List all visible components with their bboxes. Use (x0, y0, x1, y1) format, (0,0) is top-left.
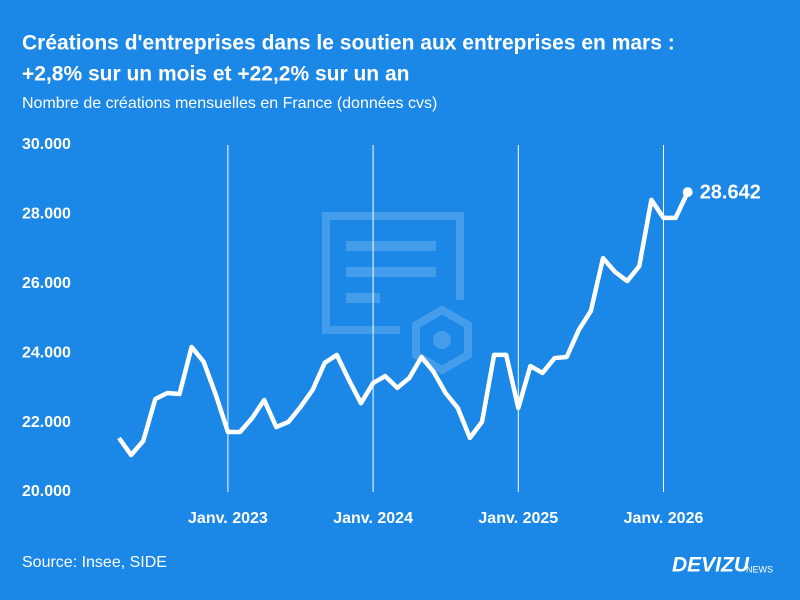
y-tick-label: 28.000 (22, 206, 71, 223)
subtitle: Nombre de créations mensuelles en France… (22, 95, 437, 112)
watermark-icon (322, 212, 472, 375)
x-tick-label: Janv. 2025 (478, 510, 558, 527)
y-tick-label: 22.000 (22, 414, 71, 431)
source: Source: Insee, SIDE (22, 554, 167, 571)
title-line: +2,8% sur un mois et +22,2% sur un an (22, 63, 409, 86)
brand-suffix: NEWS (746, 564, 773, 574)
value-label: 28.642 (700, 181, 761, 203)
y-tick-label: 30.000 (22, 136, 71, 153)
x-tick-label: Janv. 2023 (188, 510, 268, 527)
title-line: Créations d'entreprises dans le soutien … (22, 32, 675, 55)
x-tick-label: Janv. 2026 (624, 510, 704, 527)
y-tick-label: 24.000 (22, 344, 71, 361)
brand: DEVIZU (672, 554, 750, 577)
point (682, 187, 693, 198)
y-tick-label: 26.000 (22, 275, 71, 292)
x-tick-label: Janv. 2024 (333, 510, 413, 527)
y-tick-label: 20.000 (22, 483, 71, 500)
line (117, 191, 690, 458)
